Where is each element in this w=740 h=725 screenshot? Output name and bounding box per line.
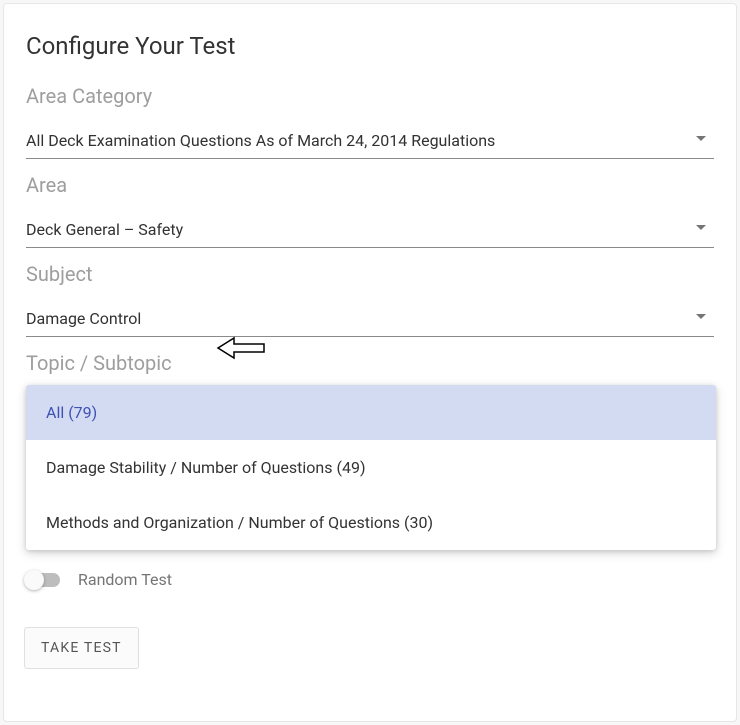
dropdown-caret-icon xyxy=(696,314,706,319)
topic-dropdown: All (79) Damage Stability / Number of Qu… xyxy=(26,385,716,550)
configure-test-panel: Configure Your Test Area Category All De… xyxy=(3,3,737,722)
topic-option[interactable]: Methods and Organization / Number of Que… xyxy=(26,495,716,550)
dropdown-caret-icon xyxy=(696,225,706,230)
action-row: TAKE TEST xyxy=(4,589,736,669)
topic-option[interactable]: Damage Stability / Number of Questions (… xyxy=(26,440,716,495)
random-test-toggle[interactable] xyxy=(26,573,60,587)
dropdown-caret-icon xyxy=(696,136,706,141)
random-test-row: Random Test xyxy=(4,550,736,589)
subject-label: Subject xyxy=(26,262,714,286)
panel-title: Configure Your Test xyxy=(4,32,736,70)
subject-field: Subject Damage Control xyxy=(4,248,736,337)
random-test-label: Random Test xyxy=(78,570,172,589)
take-test-button[interactable]: TAKE TEST xyxy=(24,627,139,669)
subject-select[interactable]: Damage Control xyxy=(26,308,714,337)
subject-value: Damage Control xyxy=(26,308,688,330)
area-value: Deck General – Safety xyxy=(26,219,688,241)
toggle-knob xyxy=(24,570,44,590)
area-label: Area xyxy=(26,173,714,197)
topic-field: Topic / Subtopic xyxy=(4,337,736,375)
area-category-select[interactable]: All Deck Examination Questions As of Mar… xyxy=(26,130,714,159)
topic-option-all[interactable]: All (79) xyxy=(26,385,716,440)
topic-label: Topic / Subtopic xyxy=(26,351,714,375)
area-category-label: Area Category xyxy=(26,84,714,108)
area-select[interactable]: Deck General – Safety xyxy=(26,219,714,248)
area-category-value: All Deck Examination Questions As of Mar… xyxy=(26,130,688,152)
area-field: Area Deck General – Safety xyxy=(4,159,736,248)
area-category-field: Area Category All Deck Examination Quest… xyxy=(4,70,736,159)
